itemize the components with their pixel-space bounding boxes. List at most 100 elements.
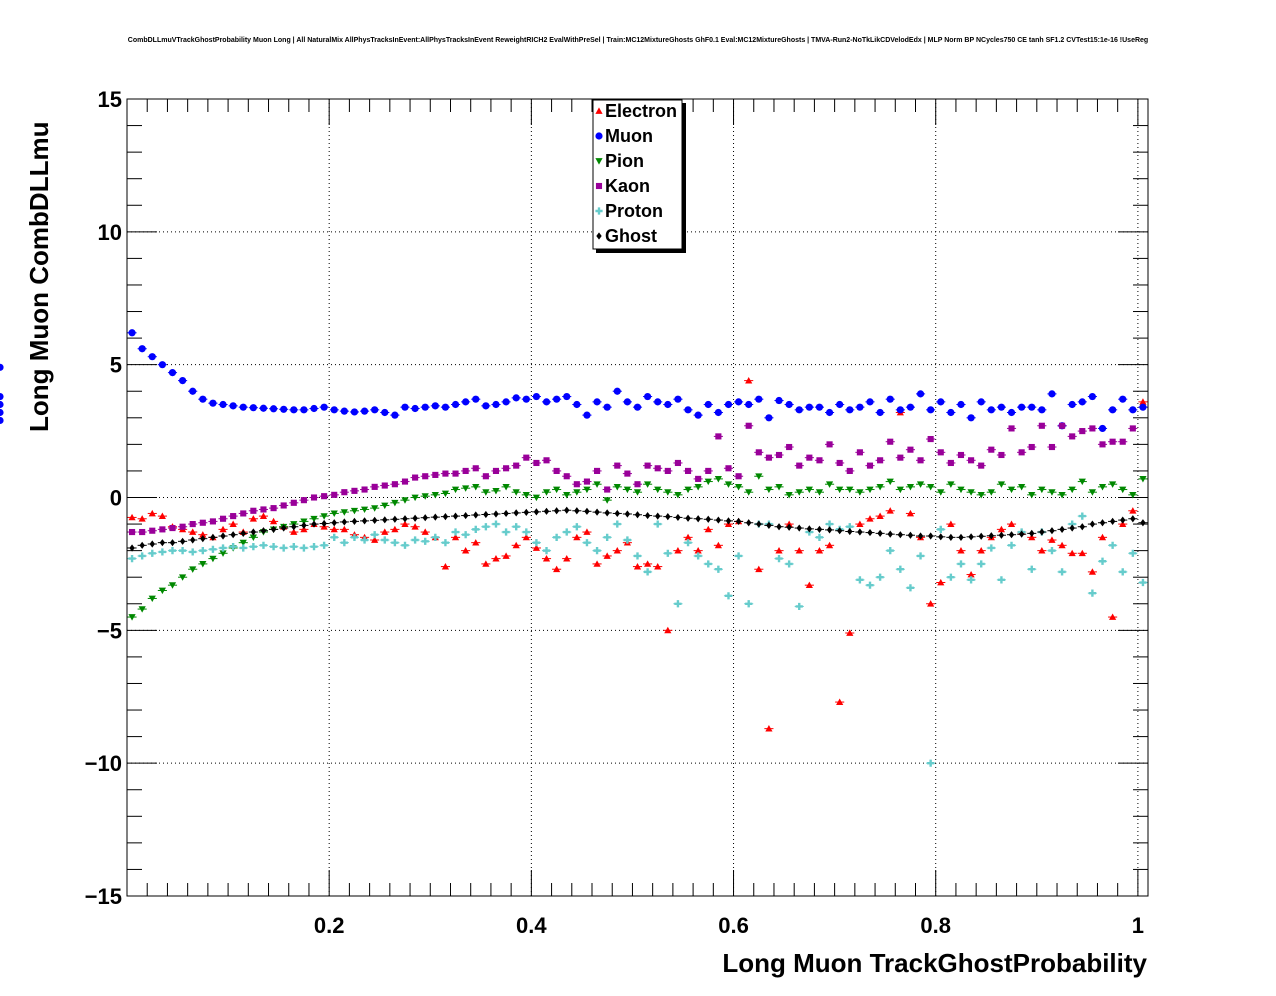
data-point <box>522 491 530 499</box>
data-point <box>714 476 722 483</box>
data-point <box>977 398 985 406</box>
data-point <box>1078 512 1086 520</box>
data-point <box>341 518 348 526</box>
data-point <box>1139 398 1147 405</box>
data-point <box>1069 524 1075 532</box>
data-point <box>715 516 722 524</box>
data-point <box>745 489 753 496</box>
data-point <box>320 541 328 549</box>
data-point <box>906 483 915 491</box>
data-point <box>0 408 4 417</box>
data-point <box>886 478 894 486</box>
data-point <box>189 548 197 556</box>
legend-box <box>592 99 683 250</box>
data-point <box>522 395 530 403</box>
data-point <box>997 525 1006 533</box>
legend-item-proton: Proton <box>595 201 663 221</box>
data-point <box>178 547 187 555</box>
data-point <box>249 515 257 522</box>
data-point <box>361 486 368 493</box>
data-point <box>260 527 267 535</box>
data-point <box>360 536 369 544</box>
data-point <box>421 493 429 500</box>
data-point <box>967 489 975 496</box>
data-point <box>1119 438 1126 445</box>
data-point <box>411 523 419 530</box>
data-point <box>543 507 550 515</box>
data-point <box>321 493 328 500</box>
data-point <box>633 562 642 570</box>
data-point <box>351 487 358 494</box>
legend-item-kaon: Kaon <box>595 176 650 196</box>
data-point <box>593 560 601 567</box>
data-point <box>613 387 621 395</box>
data-point <box>564 506 570 514</box>
data-point <box>391 411 399 419</box>
data-point <box>624 510 631 518</box>
data-point <box>745 377 753 384</box>
data-point <box>411 404 419 413</box>
series-muon <box>0 329 1148 433</box>
data-point <box>441 490 450 498</box>
data-point <box>704 525 712 533</box>
data-point <box>906 509 915 517</box>
data-point <box>957 560 965 568</box>
legend-marker <box>595 207 603 215</box>
data-point <box>249 404 257 412</box>
data-point <box>522 528 530 536</box>
data-point <box>775 547 783 554</box>
data-point <box>502 398 510 406</box>
data-point <box>1058 541 1066 549</box>
data-point <box>734 552 743 560</box>
data-point <box>624 470 631 477</box>
data-point <box>1088 589 1097 597</box>
data-point <box>503 465 510 472</box>
data-point <box>604 509 610 517</box>
data-point <box>249 543 257 551</box>
data-point <box>421 528 429 535</box>
data-point <box>1109 481 1117 488</box>
data-point <box>563 528 571 536</box>
data-point <box>472 483 480 491</box>
data-point <box>1048 390 1056 398</box>
data-point <box>593 481 601 488</box>
data-point <box>815 403 824 411</box>
data-point <box>199 519 206 526</box>
data-point <box>1098 557 1107 565</box>
data-point <box>603 497 611 504</box>
data-point <box>614 509 620 518</box>
data-point <box>704 400 712 409</box>
data-point <box>209 545 217 553</box>
data-point <box>593 547 601 555</box>
data-point <box>877 457 884 464</box>
y-tick-label: 5 <box>110 353 122 378</box>
data-point <box>168 582 177 589</box>
data-point <box>654 398 662 406</box>
data-point <box>179 523 186 530</box>
data-point <box>563 491 571 499</box>
data-point <box>452 512 459 520</box>
data-point <box>412 514 418 522</box>
data-point <box>916 390 925 398</box>
data-point <box>371 516 378 524</box>
data-point <box>129 544 135 552</box>
data-point <box>239 403 247 411</box>
x-tick-label: 0.6 <box>718 913 749 938</box>
data-point <box>917 457 924 464</box>
data-point <box>229 543 237 551</box>
y-tick-label: −15 <box>85 884 122 909</box>
data-point <box>1078 549 1086 557</box>
data-point <box>613 547 621 554</box>
data-point <box>422 514 428 522</box>
chart-title: CombDLLmuVTrackGhostProbability Muon Lon… <box>128 37 1148 44</box>
data-point <box>927 483 935 491</box>
data-point <box>1058 491 1066 499</box>
data-point <box>1098 424 1107 433</box>
data-point <box>796 524 802 532</box>
data-point <box>522 533 530 541</box>
data-point <box>563 392 571 401</box>
data-point <box>573 523 581 531</box>
data-point <box>654 562 662 570</box>
data-point <box>1079 428 1086 435</box>
data-point <box>199 561 207 568</box>
